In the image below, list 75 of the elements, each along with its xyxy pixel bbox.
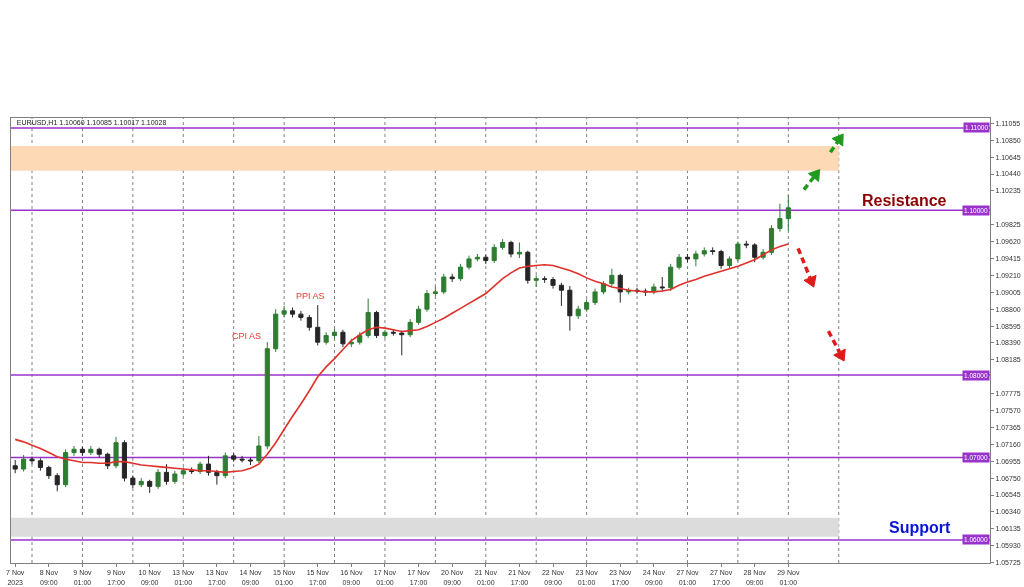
candlestick [710,246,716,256]
candlestick [516,241,522,259]
candlestick [264,341,270,450]
candlestick [600,280,606,295]
candlestick [12,459,18,474]
candlestick [558,282,564,307]
candlestick [163,463,170,486]
candlestick [777,203,783,233]
candlestick [71,445,77,457]
candlestick [121,439,128,482]
candlestick [500,238,506,251]
candlestick [214,469,220,486]
candlestick [701,246,707,257]
candlestick [592,288,598,306]
candlestick [399,330,405,356]
candlestick [323,331,329,346]
line-series [14,243,790,474]
candlestick [357,331,363,346]
candlestick [315,304,321,346]
candlestick [273,308,279,353]
candlestick [256,435,262,464]
candlestick [239,455,245,463]
candlestick [752,242,758,263]
candlestick [340,329,346,348]
candlestick [37,457,43,472]
candlestick [693,250,699,267]
candlestick [659,276,665,293]
candlestick [458,263,464,282]
candlestick [474,253,480,262]
candlestick [525,250,531,285]
candlestick [726,255,733,269]
candlestick [718,249,724,270]
candlestick [222,452,228,479]
candlestick [331,328,338,340]
candlestick [46,465,52,480]
candlestick [390,329,396,337]
candlestick [155,468,161,490]
candlestick [54,472,60,492]
candlestick [567,285,573,332]
candlestick [289,307,296,318]
candlestick [508,240,514,258]
candlestick [684,253,691,263]
candlestick [172,470,178,485]
candlestick [373,310,380,339]
candlestick [449,273,455,283]
candlestick [416,305,422,326]
candlestick [768,224,775,256]
candlestick [247,457,254,466]
candlestick [365,297,371,339]
candlestick [298,310,304,322]
candlestick [542,275,548,284]
candlestick [676,253,682,271]
candlestick [21,454,27,473]
candlestick [668,263,674,292]
candlestick [96,447,102,459]
candlestick [147,479,153,494]
annotation: Support [889,519,951,536]
candlestick [138,477,144,488]
candlestick [617,273,623,304]
candlestick [575,305,581,320]
candlestick [466,255,472,271]
candlestick [407,318,413,338]
annotation: PPI AS [296,291,325,301]
annotation: CPI AS [232,331,262,341]
candlestick [491,243,497,264]
candlestick [550,276,556,290]
candlestick [424,289,430,313]
candlestick [743,240,749,249]
annotation: Resistance [862,192,947,209]
candlestick [63,448,69,488]
candlestick [88,445,94,456]
candlestick [609,268,615,287]
candlestick [306,314,312,332]
candlestick [441,273,447,295]
candlestick [113,436,119,469]
